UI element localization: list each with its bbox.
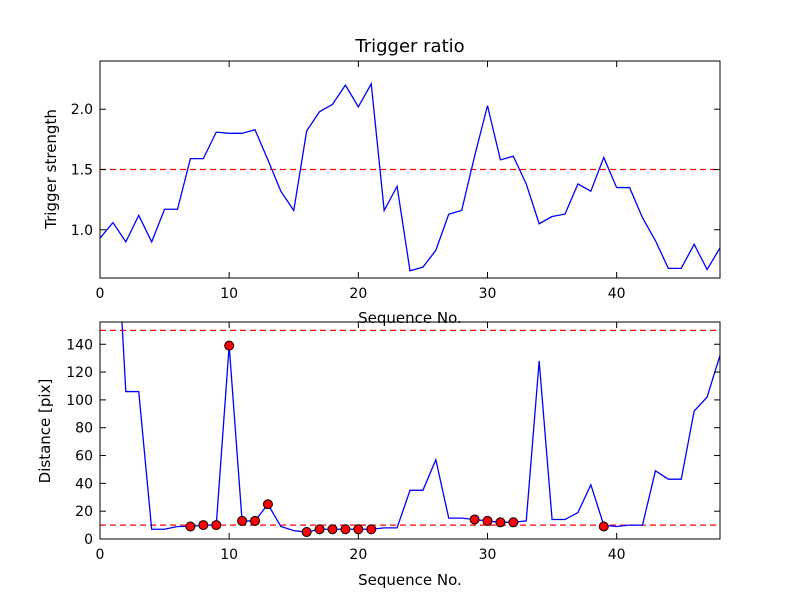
y-tick-label: 140: [66, 337, 93, 353]
x-tick-label: 30: [479, 547, 497, 563]
data-point: [224, 340, 235, 351]
x-tick-label: 40: [608, 286, 626, 302]
x-tick-label: 20: [349, 286, 367, 302]
data-point: [353, 524, 364, 535]
y-tick-label: 20: [75, 504, 93, 520]
data-point: [237, 515, 248, 526]
x-axis-label: Sequence No.: [358, 571, 462, 589]
distance-subplot: Distance [pix] Sequence No. 0 10 20 30 40 0 20…: [36, 321, 721, 589]
data-point: [327, 524, 338, 535]
y-axis-label: Trigger strength: [42, 109, 60, 230]
data-point: [469, 514, 480, 525]
data-point: [482, 515, 493, 526]
plot-area: [100, 322, 720, 538]
x-tick-label: 10: [220, 547, 238, 563]
y-tick-label: 80: [75, 421, 93, 437]
y-tick-label: 1.0: [71, 223, 93, 239]
plot-area: [100, 81, 720, 272]
x-tick-label: 40: [608, 547, 626, 563]
y-tick-label: 100: [66, 393, 93, 409]
x-tick-label: 0: [96, 547, 105, 563]
y-tick-label: 0: [84, 532, 93, 548]
x-tick-label: 30: [479, 286, 497, 302]
data-point: [598, 521, 609, 532]
series-line: [100, 81, 720, 272]
data-point: [185, 521, 196, 532]
chart-title: Trigger ratio: [354, 36, 464, 57]
data-point: [495, 517, 506, 528]
x-tick-label: 0: [96, 286, 105, 302]
y-tick-label: 40: [75, 476, 93, 492]
y-tick-label: 120: [66, 365, 93, 381]
y-tick-label: 1.5: [71, 163, 93, 179]
trigger-ratio-subplot: Trigger ratio Trigger strength Sequence …: [42, 36, 721, 327]
data-point: [301, 527, 312, 538]
data-point: [340, 524, 351, 535]
data-point: [366, 524, 377, 535]
data-point: [508, 517, 519, 528]
data-point: [198, 520, 209, 531]
x-tick-label: 10: [220, 286, 238, 302]
series-line: [121, 322, 720, 533]
y-axis-label: Distance [pix]: [36, 379, 54, 484]
x-axis-label: Sequence No.: [358, 309, 462, 327]
data-point: [314, 524, 325, 535]
axes-frame: [99, 321, 721, 540]
data-point: [250, 515, 260, 526]
x-tick-label: 20: [349, 547, 367, 563]
data-point: [211, 520, 222, 531]
y-tick-label: 2.0: [71, 102, 93, 118]
y-tick-label: 60: [75, 449, 93, 465]
data-point: [262, 499, 273, 510]
